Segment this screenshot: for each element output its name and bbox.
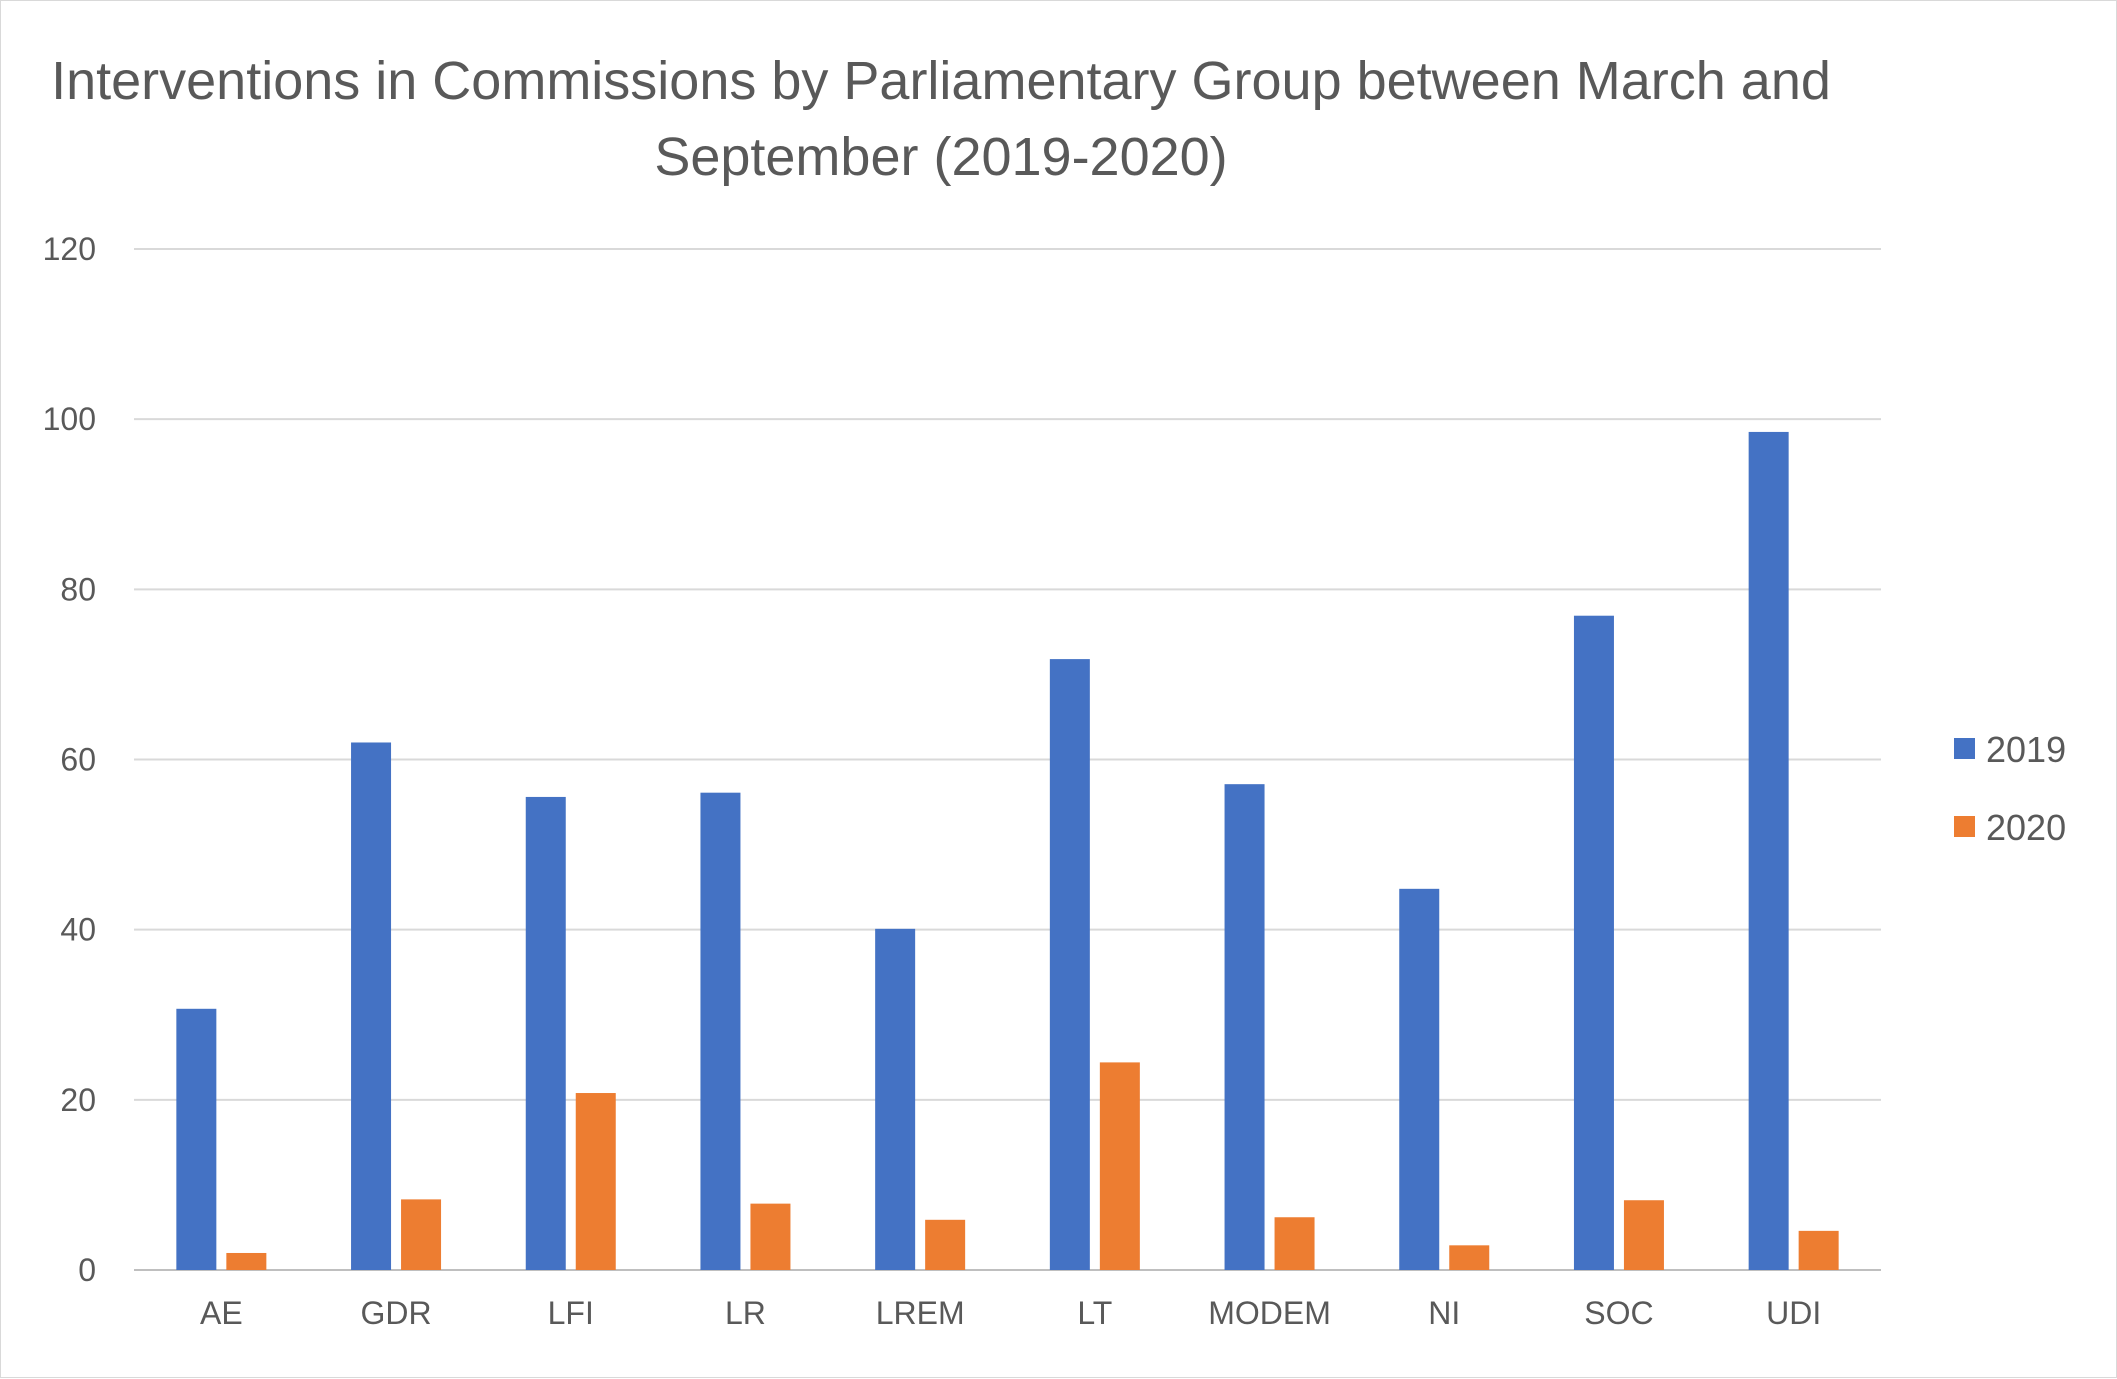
bar-2020-modem — [1274, 1217, 1315, 1270]
y-tick-label: 20 — [60, 1082, 96, 1118]
y-tick-label: 60 — [60, 742, 96, 778]
bar-2019-gdr — [351, 742, 392, 1270]
bar-2019-lfi — [525, 796, 566, 1270]
x-tick-label: NI — [1428, 1295, 1460, 1331]
bar-2020-ni — [1449, 1245, 1490, 1270]
x-tick-label: LREM — [876, 1295, 965, 1331]
bar-2019-lrem — [875, 928, 916, 1270]
bar-2019-ae — [176, 1008, 217, 1270]
legend-swatch-2020 — [1954, 816, 1975, 837]
legend-label-2019: 2019 — [1986, 729, 2066, 770]
y-tick-label: 100 — [43, 401, 96, 437]
x-tick-label: AE — [200, 1295, 243, 1331]
chart-title: Interventions in Commissions by Parliame… — [51, 51, 1831, 187]
bar-2020-ae — [226, 1252, 267, 1270]
bar-2020-gdr — [401, 1199, 442, 1270]
x-tick-label: SOC — [1584, 1295, 1653, 1331]
x-tick-label: LR — [725, 1295, 766, 1331]
x-tick-label: MODEM — [1208, 1295, 1331, 1331]
x-tick-label: LFI — [548, 1295, 594, 1331]
legend-label-2020: 2020 — [1986, 807, 2066, 848]
bar-2020-udi — [1798, 1230, 1839, 1270]
y-tick-label: 40 — [60, 912, 96, 948]
bar-2019-soc — [1573, 615, 1614, 1270]
bar-2019-modem — [1224, 784, 1265, 1270]
bar-2019-lt — [1049, 659, 1090, 1270]
x-tick-label: UDI — [1766, 1295, 1821, 1331]
y-tick-label: 80 — [60, 571, 96, 607]
bar-2020-lt — [1099, 1062, 1140, 1270]
bar-2019-ni — [1399, 888, 1440, 1270]
bar-2020-lrem — [925, 1219, 966, 1270]
bar-2020-lfi — [575, 1093, 616, 1270]
bar-2019-lr — [700, 792, 741, 1270]
x-tick-label: LT — [1077, 1295, 1112, 1331]
x-tick-label: GDR — [360, 1295, 431, 1331]
bar-2020-lr — [750, 1203, 791, 1270]
y-tick-label: 120 — [43, 231, 96, 267]
legend-swatch-2019 — [1954, 738, 1975, 759]
bar-2019-udi — [1748, 431, 1789, 1270]
bar-2020-soc — [1623, 1200, 1664, 1270]
y-tick-label: 0 — [78, 1252, 96, 1288]
